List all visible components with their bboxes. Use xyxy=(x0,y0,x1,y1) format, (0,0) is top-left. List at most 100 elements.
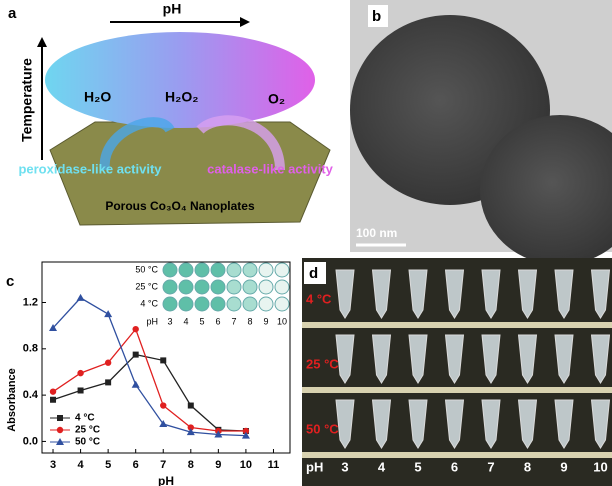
temp-arrow-label: Temperature xyxy=(19,58,35,142)
inset-column-title: pH xyxy=(146,316,158,326)
marker xyxy=(241,431,250,439)
arrowhead xyxy=(37,37,47,47)
tube xyxy=(554,334,574,384)
column-label: 7 xyxy=(487,459,494,474)
marker xyxy=(49,388,57,395)
marker xyxy=(187,424,194,431)
x-tick-label: 3 xyxy=(50,459,56,471)
x-tick-label: 11 xyxy=(268,459,280,471)
legend-marker xyxy=(56,438,64,445)
well xyxy=(258,262,274,278)
well xyxy=(274,262,290,278)
marker xyxy=(105,379,112,386)
tube xyxy=(481,399,501,449)
species: O₂ xyxy=(268,91,285,107)
legend-marker xyxy=(56,426,64,434)
row-label: 50 °C xyxy=(306,421,339,436)
marker xyxy=(242,427,250,435)
tube xyxy=(444,399,465,449)
panel-label: b xyxy=(372,8,381,25)
marker xyxy=(77,387,84,394)
column-label: 3 xyxy=(341,459,348,474)
tube xyxy=(554,269,574,319)
shelf xyxy=(302,452,612,458)
shelf xyxy=(302,322,612,328)
x-axis-label: pH xyxy=(158,474,174,486)
reaction-arrow xyxy=(99,117,175,171)
well xyxy=(194,279,210,295)
tube xyxy=(335,334,355,384)
inset-column-label: 8 xyxy=(247,316,252,326)
tube xyxy=(335,399,355,449)
inset-row-label: 25 °C xyxy=(135,281,158,291)
well xyxy=(226,279,242,295)
well xyxy=(178,296,194,312)
tube xyxy=(444,269,465,319)
tube xyxy=(554,399,574,449)
x-tick-label: 7 xyxy=(160,459,166,471)
x-tick-label: 6 xyxy=(133,459,139,471)
marker xyxy=(77,369,84,377)
scale-label: 100 nm xyxy=(356,226,397,240)
marker xyxy=(214,430,223,438)
well xyxy=(258,279,274,295)
legend-label: 25 °C xyxy=(75,425,100,436)
marker xyxy=(104,359,112,366)
tube xyxy=(481,269,501,319)
inset-row-label: 50 °C xyxy=(135,264,158,274)
tube xyxy=(517,334,538,384)
marker xyxy=(159,420,168,428)
well xyxy=(274,296,290,312)
tube xyxy=(371,399,392,449)
well xyxy=(242,262,258,278)
tube xyxy=(517,399,538,449)
well xyxy=(226,262,242,278)
inset-column-label: 9 xyxy=(263,316,268,326)
marker xyxy=(186,428,195,436)
well xyxy=(162,279,178,295)
arrowhead xyxy=(240,17,250,27)
legend-label: 50 °C xyxy=(75,437,100,448)
tube xyxy=(590,334,611,384)
tube xyxy=(517,269,538,319)
panel-d: d pH 4 °C 25 °C 50 °C 3 4 5 6 7 8 9 10 xyxy=(302,258,612,486)
y-tick-label: 1.2 xyxy=(23,296,38,308)
row-label: 4 °C xyxy=(306,291,332,306)
well xyxy=(258,296,274,312)
ph-lens xyxy=(45,32,315,128)
marker xyxy=(49,323,58,331)
species: H₂O xyxy=(84,89,111,105)
column-label: 10 xyxy=(593,459,607,474)
column-label: 5 xyxy=(414,459,421,474)
series-line xyxy=(52,353,246,432)
inset-column-label: 6 xyxy=(215,316,220,326)
tube xyxy=(371,334,392,384)
tube xyxy=(590,269,611,319)
well xyxy=(210,296,226,312)
well xyxy=(194,262,210,278)
x-tick-label: 5 xyxy=(105,459,111,471)
well xyxy=(194,296,210,312)
well xyxy=(178,279,194,295)
well xyxy=(210,279,226,295)
activity-label: catalase-like activity xyxy=(207,161,334,176)
tube xyxy=(408,269,428,319)
marker xyxy=(50,396,57,403)
inset-column-label: 10 xyxy=(277,316,287,326)
shelf xyxy=(302,387,612,393)
marker xyxy=(160,357,167,364)
tube xyxy=(590,399,611,449)
column-title: pH xyxy=(306,459,323,474)
well xyxy=(242,279,258,295)
well xyxy=(162,262,178,278)
y-tick-label: 0.8 xyxy=(23,343,38,355)
well xyxy=(178,262,194,278)
activity-label: peroxidase-like activity xyxy=(18,161,162,176)
series-line xyxy=(52,297,246,437)
y-tick-label: 0.0 xyxy=(23,435,38,447)
panel-b: b 100 nm xyxy=(350,0,612,265)
tube xyxy=(408,334,428,384)
nanoplate xyxy=(49,121,331,226)
panel-a: a pH Temperature H₂O H₂O₂ O₂ peroxidase-… xyxy=(8,1,334,226)
